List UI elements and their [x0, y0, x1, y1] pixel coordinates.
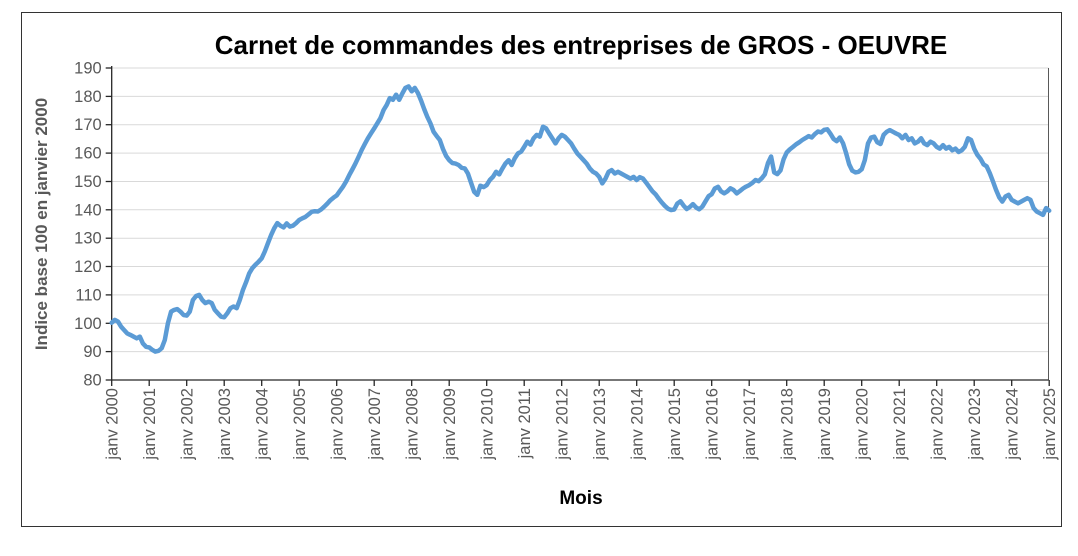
x-tick-label: janv 2020 [854, 388, 872, 461]
x-tick-label: janv 2010 [479, 388, 497, 461]
chart-border-frame [21, 12, 1062, 527]
x-tick-label: janv 2022 [929, 388, 947, 461]
x-tick-label: janv 2002 [179, 388, 197, 461]
x-tick-label: janv 2021 [891, 388, 909, 461]
x-tick-label: janv 2006 [329, 388, 347, 461]
x-tick-label: janv 2001 [141, 388, 159, 461]
x-tick-label: janv 2007 [366, 388, 384, 461]
x-tick-label: janv 2023 [966, 388, 984, 461]
x-tick-label: janv 2014 [629, 388, 647, 461]
y-tick-label: 190 [74, 60, 102, 78]
x-tick-label: janv 2003 [216, 388, 234, 461]
x-tick-label: janv 2015 [666, 388, 684, 461]
y-tick-label: 150 [74, 173, 102, 191]
x-tick-label: janv 2013 [591, 388, 609, 461]
x-tick-label: janv 2009 [441, 388, 459, 461]
x-tick-label: janv 2018 [779, 388, 797, 461]
y-tick-label: 110 [75, 286, 101, 304]
x-tick-label: janv 2012 [554, 388, 572, 461]
y-tick-label: 120 [74, 258, 102, 276]
y-tick-label: 130 [74, 230, 102, 248]
y-tick-label: 180 [74, 88, 102, 106]
y-tick-label: 100 [74, 315, 102, 333]
x-tick-label: janv 2024 [1004, 388, 1022, 461]
y-tick-label: 90 [83, 343, 101, 361]
y-tick-label: 80 [83, 372, 101, 390]
x-axis-title: Mois [559, 488, 603, 509]
y-tick-label: 140 [74, 201, 102, 219]
chart-title: Carnet de commandes des entreprises de G… [214, 30, 948, 60]
x-tick-label: janv 2016 [704, 388, 722, 461]
x-tick-label: janv 2000 [104, 388, 122, 461]
x-tick-label: janv 2005 [291, 388, 309, 461]
x-tick-label: janv 2011 [516, 388, 534, 459]
x-tick-label: janv 2017 [741, 388, 759, 461]
y-tick-label: 170 [74, 116, 102, 134]
x-tick-label: janv 2004 [254, 388, 272, 461]
x-tick-label: janv 2025 [1041, 388, 1059, 461]
x-tick-label: janv 2019 [816, 388, 834, 461]
axes [105, 66, 1050, 386]
x-tick-label: janv 2008 [404, 388, 422, 461]
data-line-series [109, 84, 1052, 354]
y-tick-label: 160 [74, 145, 102, 163]
gridlines [111, 67, 1049, 353]
y-axis-title: Indice base 100 en janvier 2000 [32, 97, 51, 351]
